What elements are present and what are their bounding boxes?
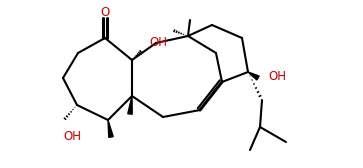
Text: OH: OH [268, 70, 286, 82]
Polygon shape [248, 72, 259, 80]
Text: OH: OH [149, 36, 167, 50]
Text: OH: OH [63, 130, 81, 143]
Polygon shape [108, 120, 113, 137]
Polygon shape [128, 96, 132, 114]
Text: O: O [101, 6, 110, 18]
